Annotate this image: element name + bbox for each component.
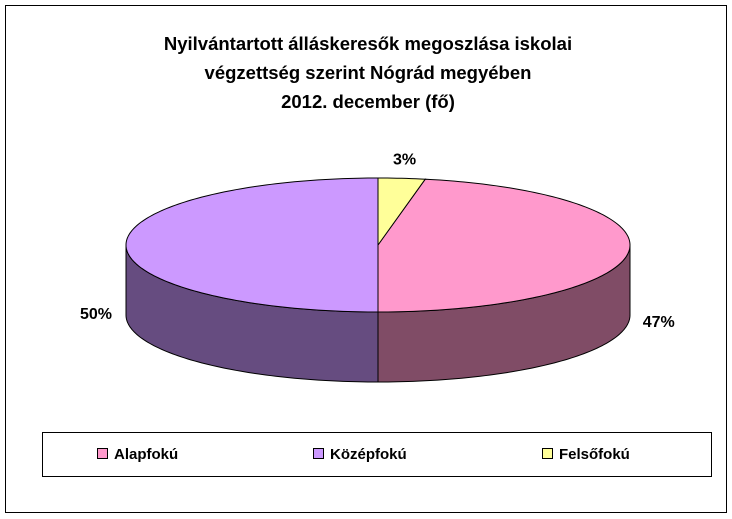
legend-label: Alapfokú <box>114 446 178 463</box>
legend-swatch <box>542 448 553 459</box>
legend-label: Felsőfokú <box>559 446 630 463</box>
chart-title: 2012. december (fő) <box>281 91 455 112</box>
data-label: 3% <box>393 152 416 169</box>
chart-title: Nyilvántartott álláskeresők megoszlása i… <box>164 33 572 54</box>
chart-title: végzettség szerint Nógrád megyében <box>205 62 532 83</box>
legend-swatch <box>313 448 324 459</box>
slice <box>125 177 379 313</box>
legend-box <box>42 432 712 477</box>
slice <box>377 178 631 313</box>
legend-label: Középfokú <box>330 446 407 463</box>
data-label: 50% <box>80 306 112 323</box>
data-label: 47% <box>643 314 675 331</box>
slice <box>377 177 427 247</box>
legend-swatch <box>97 448 108 459</box>
